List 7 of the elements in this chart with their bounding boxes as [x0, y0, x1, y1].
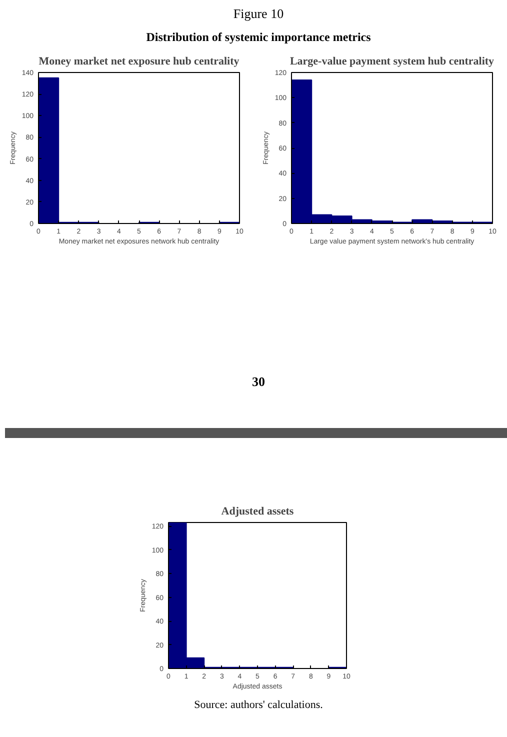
- chart-title: Adjusted assets: [221, 506, 294, 518]
- chart-title: Money market net exposure hub centrality: [38, 56, 240, 68]
- caption: Figure 10: [233, 5, 284, 23]
- source-note: Source: authors' calculations.: [194, 698, 323, 713]
- chart-title: Large-value payment system hub centrality: [290, 56, 495, 68]
- text: 30: [252, 373, 265, 391]
- text: Distribution of systemic importance metrics: [146, 29, 371, 46]
